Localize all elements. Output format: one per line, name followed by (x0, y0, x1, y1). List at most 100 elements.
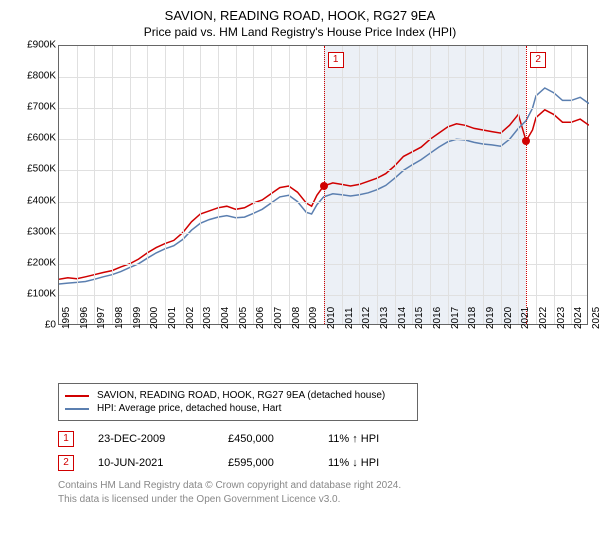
gridline-v (518, 46, 519, 324)
gridline-v (77, 46, 78, 324)
gridline-v (571, 46, 572, 324)
x-axis-label: 2015 (414, 307, 425, 329)
gridline-v (395, 46, 396, 324)
y-axis-label: £200K (27, 257, 56, 268)
gridline-v (501, 46, 502, 324)
gridline-v (94, 46, 95, 324)
event-date: 10-JUN-2021 (98, 457, 228, 469)
event-marker: 2 (58, 455, 74, 471)
chart-area: 12 £0£100K£200K£300K£400K£500K£600K£700K… (58, 45, 590, 381)
x-axis-label: 2019 (485, 307, 496, 329)
event-price: £450,000 (228, 433, 328, 445)
x-axis-label: 2006 (255, 307, 266, 329)
x-axis-label: 2011 (344, 307, 355, 329)
chart-subtitle: Price paid vs. HM Land Registry's House … (10, 25, 590, 39)
gridline-v (165, 46, 166, 324)
gridline-v (130, 46, 131, 324)
legend-label: SAVION, READING ROAD, HOOK, RG27 9EA (de… (97, 390, 385, 401)
gridline-v (306, 46, 307, 324)
gridline-v (271, 46, 272, 324)
event-marker: 1 (58, 431, 74, 447)
gridline-v (536, 46, 537, 324)
x-axis-label: 2002 (185, 307, 196, 329)
chart-container: SAVION, READING ROAD, HOOK, RG27 9EA Pri… (0, 0, 600, 560)
x-axis-label: 2022 (538, 307, 549, 329)
y-axis-label: £100K (27, 288, 56, 299)
y-axis-label: £700K (27, 102, 56, 113)
y-axis-label: £800K (27, 71, 56, 82)
footer: Contains HM Land Registry data © Crown c… (58, 479, 590, 507)
x-axis-label: 2013 (379, 307, 390, 329)
gridline-v (554, 46, 555, 324)
x-axis-label: 2016 (432, 307, 443, 329)
gridline-v (253, 46, 254, 324)
gridline-v (448, 46, 449, 324)
gridline-v (289, 46, 290, 324)
gridline-v (412, 46, 413, 324)
x-axis-label: 2000 (149, 307, 160, 329)
x-axis-label: 2017 (450, 307, 461, 329)
legend: SAVION, READING ROAD, HOOK, RG27 9EA (de… (58, 383, 418, 421)
x-axis-label: 1996 (79, 307, 90, 329)
footer-line-2: This data is licensed under the Open Gov… (58, 493, 590, 507)
x-axis-label: 2004 (220, 307, 231, 329)
gridline-v (147, 46, 148, 324)
legend-swatch (65, 408, 89, 410)
event-delta: 11% ↑ HPI (328, 433, 428, 445)
chart-title: SAVION, READING ROAD, HOOK, RG27 9EA (10, 8, 590, 23)
gridline-v (342, 46, 343, 324)
x-axis-label: 2024 (573, 307, 584, 329)
x-axis-label: 2007 (273, 307, 284, 329)
legend-label: HPI: Average price, detached house, Hart (97, 403, 281, 414)
x-axis-label: 2010 (326, 307, 337, 329)
x-axis-label: 2021 (520, 307, 531, 329)
x-axis-label: 2001 (167, 307, 178, 329)
event-date: 23-DEC-2009 (98, 433, 228, 445)
legend-item: HPI: Average price, detached house, Hart (65, 403, 411, 414)
y-axis-label: £500K (27, 164, 56, 175)
x-axis-label: 2018 (467, 307, 478, 329)
x-axis-label: 1995 (61, 307, 72, 329)
y-axis-label: £600K (27, 133, 56, 144)
gridline-v (200, 46, 201, 324)
x-axis-label: 2014 (397, 307, 408, 329)
gridline-v (377, 46, 378, 324)
plot-area: 12 (58, 45, 588, 325)
y-axis-label: £400K (27, 195, 56, 206)
titles: SAVION, READING ROAD, HOOK, RG27 9EA Pri… (10, 8, 590, 39)
y-axis-label: £300K (27, 226, 56, 237)
gridline-v (465, 46, 466, 324)
event-price: £595,000 (228, 457, 328, 469)
x-axis-label: 2005 (238, 307, 249, 329)
gridline-v (236, 46, 237, 324)
x-axis-label: 2003 (202, 307, 213, 329)
y-axis-label: £900K (27, 40, 56, 51)
gridline-v (112, 46, 113, 324)
legend-swatch (65, 395, 89, 397)
gridline-v (430, 46, 431, 324)
marker-box: 1 (328, 52, 344, 68)
x-axis-label: 1998 (114, 307, 125, 329)
x-axis-label: 1999 (132, 307, 143, 329)
events-list: 1 23-DEC-2009£450,00011% ↑ HPI 2 10-JUN-202… (58, 431, 590, 471)
x-axis-label: 2012 (361, 307, 372, 329)
x-axis-label: 2009 (308, 307, 319, 329)
x-axis-label: 2008 (291, 307, 302, 329)
gridline-v (483, 46, 484, 324)
gridline-v (359, 46, 360, 324)
gridline-v (183, 46, 184, 324)
x-axis-label: 2020 (503, 307, 514, 329)
event-delta: 11% ↓ HPI (328, 457, 428, 469)
x-axis-label: 2023 (556, 307, 567, 329)
marker-line (526, 46, 527, 324)
event-row: 1 23-DEC-2009£450,00011% ↑ HPI (58, 431, 590, 447)
footer-line-1: Contains HM Land Registry data © Crown c… (58, 479, 590, 493)
event-row: 2 10-JUN-2021£595,00011% ↓ HPI (58, 455, 590, 471)
legend-item: SAVION, READING ROAD, HOOK, RG27 9EA (de… (65, 390, 411, 401)
y-axis-label: £0 (45, 320, 56, 331)
x-axis-label: 1997 (96, 307, 107, 329)
marker-box: 2 (530, 52, 546, 68)
marker-dot (522, 137, 530, 145)
marker-dot (320, 182, 328, 190)
gridline-v (218, 46, 219, 324)
